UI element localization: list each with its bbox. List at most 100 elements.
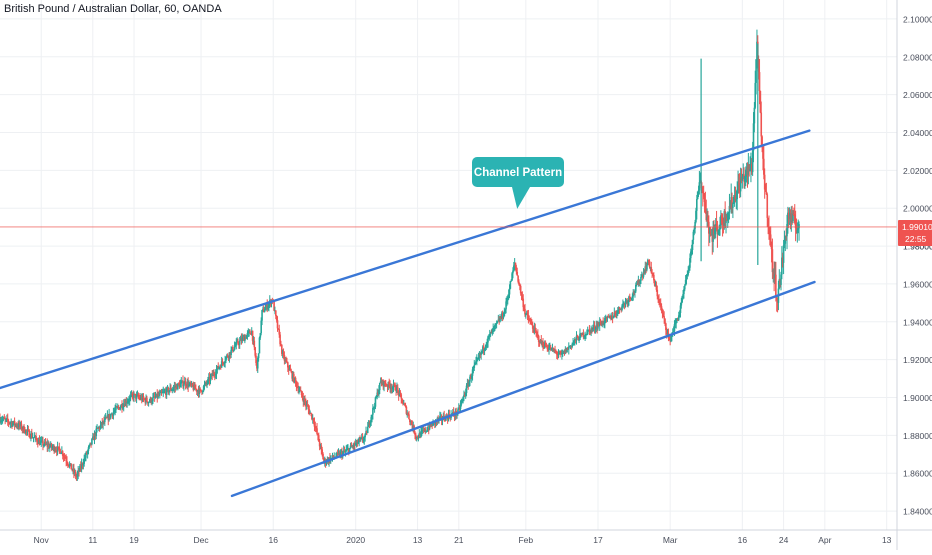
candle-body — [24, 429, 27, 433]
candle-body — [479, 353, 482, 355]
candle-body — [494, 323, 497, 325]
candle-body — [650, 267, 653, 273]
candle-body — [425, 430, 427, 432]
candle-body — [477, 357, 480, 359]
candle-body — [225, 357, 227, 361]
candle-body — [797, 228, 799, 230]
candle-body — [781, 257, 783, 275]
candle-body — [38, 440, 41, 445]
candle-body — [170, 387, 172, 391]
candle-body — [5, 418, 7, 420]
candle-body — [129, 395, 132, 398]
candle-body — [634, 291, 636, 293]
candle-body — [282, 352, 285, 355]
candle-body — [630, 298, 633, 300]
candle-body — [606, 316, 609, 319]
candle-body — [670, 336, 672, 342]
candle-body — [72, 468, 74, 471]
candle-body — [190, 383, 193, 385]
candle-body — [531, 325, 534, 329]
candle-body — [694, 221, 696, 229]
candle-body — [61, 451, 64, 456]
candle-body — [293, 377, 296, 383]
annotations[interactable]: Channel Pattern — [472, 157, 564, 209]
candle-body — [482, 346, 485, 351]
candle-body — [53, 445, 55, 452]
candle-body — [609, 315, 611, 318]
candle-body — [487, 336, 489, 343]
candle-body — [86, 450, 89, 454]
candle-body — [659, 303, 662, 307]
candle-body — [796, 229, 799, 233]
candle-body — [775, 296, 778, 301]
candle-body — [0, 420, 2, 422]
candle-body — [352, 446, 354, 448]
candle-body — [30, 433, 32, 438]
candle-body — [671, 332, 674, 334]
x-tick-label: 16 — [738, 535, 748, 545]
candle-body — [538, 342, 541, 344]
candle-body — [45, 443, 48, 445]
candle-body — [738, 183, 741, 192]
candle-body — [488, 335, 490, 337]
candle-body — [769, 234, 772, 246]
candle-body — [776, 300, 779, 303]
candle-body — [91, 438, 93, 445]
candle-body — [598, 324, 600, 326]
candle-body — [604, 317, 606, 324]
candle-body — [560, 352, 562, 355]
candle-body — [182, 380, 184, 387]
candle-body — [579, 333, 581, 340]
candle-body — [266, 304, 269, 309]
x-tick-label: Apr — [818, 535, 831, 545]
candle-body — [569, 345, 572, 347]
candle-body — [763, 174, 766, 190]
candle-body — [677, 319, 679, 321]
candle-body — [42, 440, 44, 446]
candle-body — [233, 346, 236, 350]
candle-body — [183, 380, 186, 385]
candle-body — [603, 323, 605, 325]
candle-body — [691, 239, 694, 251]
candle-body — [71, 469, 73, 471]
candle-body — [760, 112, 763, 137]
candle-body — [222, 362, 225, 364]
candle-body — [558, 351, 561, 355]
candle-body — [678, 312, 681, 316]
candle-body — [341, 452, 343, 457]
candle-body — [360, 437, 363, 439]
channel-lines — [0, 129, 816, 498]
candle-body — [201, 390, 203, 393]
candle-body — [361, 437, 364, 441]
candle-body — [416, 436, 419, 438]
candle-body — [281, 344, 283, 354]
candle-body — [189, 382, 192, 385]
candle-body — [509, 281, 512, 289]
candle-body — [228, 352, 231, 358]
candle-body — [287, 367, 290, 371]
candle-body — [376, 392, 378, 398]
candle-body — [223, 362, 226, 364]
candle-body — [173, 386, 176, 388]
candle-body — [46, 443, 49, 447]
candle-body — [289, 368, 292, 371]
candle-body — [586, 329, 589, 334]
candle-body — [362, 440, 365, 442]
candle-body — [744, 176, 746, 182]
candle-body — [58, 446, 61, 450]
candle-body — [40, 440, 43, 442]
candle-body — [275, 315, 278, 321]
candle-body — [261, 310, 263, 321]
candle-body — [91, 436, 94, 439]
candle-body — [599, 321, 602, 324]
candle-body — [73, 468, 75, 474]
candle-body — [470, 375, 473, 379]
candle-body — [466, 383, 469, 386]
y-tick-label: 2.00000 — [903, 204, 932, 214]
candle-body — [29, 436, 31, 438]
candle-body — [321, 449, 323, 454]
y-tick-label: 2.06000 — [903, 90, 932, 100]
candle-body — [732, 197, 735, 204]
